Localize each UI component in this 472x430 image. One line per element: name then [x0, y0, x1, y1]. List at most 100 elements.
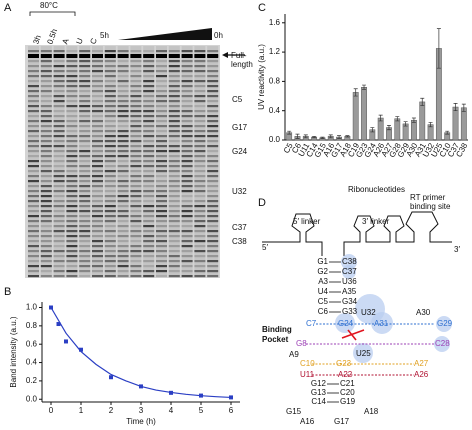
gel-band	[117, 235, 129, 238]
gel-band	[117, 255, 129, 258]
gel-band	[79, 110, 91, 113]
gel-band	[181, 165, 193, 168]
gel-band	[104, 195, 116, 198]
gel-band	[79, 250, 91, 253]
gel-band	[79, 105, 91, 108]
gel-band	[181, 200, 193, 203]
gel-band	[207, 230, 219, 233]
gel-band	[130, 190, 142, 193]
gel-band	[168, 265, 180, 268]
gel-band	[207, 265, 219, 268]
gel-band	[92, 135, 103, 138]
error-bar	[303, 134, 308, 139]
base: A22	[338, 370, 353, 379]
gel-band	[181, 85, 193, 88]
gel-band	[130, 105, 142, 108]
gel-band	[53, 145, 65, 148]
gel-band	[181, 160, 193, 163]
gel-band	[130, 200, 142, 203]
gel-band	[40, 54, 52, 58]
base: G34	[342, 297, 358, 306]
gel-band	[130, 265, 142, 268]
gel-band	[207, 135, 219, 138]
gel-band	[92, 230, 103, 233]
gel-band	[66, 210, 78, 213]
fit-line	[50, 307, 232, 399]
gel-band	[194, 240, 206, 243]
gel-band	[28, 230, 39, 233]
bracket	[29, 11, 76, 16]
gel-band	[66, 85, 78, 88]
gel-band	[79, 75, 91, 78]
base: G15	[286, 407, 302, 416]
gel-band	[28, 195, 39, 198]
gel-band	[117, 125, 129, 128]
gel-band	[53, 215, 65, 218]
gel-band	[28, 115, 39, 118]
y-tick-label: 0.8	[269, 77, 281, 86]
gel-band	[156, 85, 167, 88]
gel-band	[156, 50, 167, 53]
gel-band	[53, 170, 65, 173]
gel-band	[130, 230, 142, 233]
gel-band	[207, 220, 219, 223]
gel-band	[92, 125, 103, 128]
gel-band	[104, 210, 116, 213]
gel-band	[168, 100, 180, 103]
gel-band	[40, 145, 52, 148]
gel-band	[168, 54, 180, 58]
band-label: length	[231, 60, 253, 69]
gel-band	[66, 160, 78, 163]
gel-band	[194, 235, 206, 238]
gel-band	[40, 135, 52, 138]
base: A35	[342, 287, 357, 296]
gel-band	[92, 100, 103, 103]
gel-band	[117, 270, 129, 273]
gel-band	[156, 275, 167, 278]
gel-band	[168, 75, 180, 78]
gel-band	[207, 50, 219, 53]
gel-band	[143, 95, 155, 98]
gel-band	[207, 60, 219, 63]
gel-band	[168, 150, 180, 153]
gel-band	[156, 265, 167, 268]
base: G12	[311, 379, 327, 388]
gel-band	[181, 185, 193, 188]
gel-band	[143, 60, 155, 63]
gel-band	[53, 130, 65, 133]
gel-band	[117, 230, 129, 233]
gel-band	[168, 260, 180, 263]
gel-band	[28, 175, 39, 178]
gel-band	[117, 250, 129, 253]
gel-band	[104, 220, 116, 223]
gel-band	[156, 135, 167, 138]
gel-band	[130, 135, 142, 138]
gel-band	[168, 130, 180, 133]
gel-band	[28, 140, 39, 143]
lane-label: 3h	[31, 34, 43, 45]
gel-band	[79, 85, 91, 88]
gel-band	[194, 80, 206, 83]
gel-band	[194, 225, 206, 228]
gel-band	[79, 180, 91, 183]
gel-band	[92, 205, 103, 208]
gel-band	[156, 175, 167, 178]
gel-band	[143, 210, 155, 213]
gel-band	[92, 75, 103, 78]
panel-label: C	[258, 2, 266, 14]
gel-band	[130, 130, 142, 133]
gel-band	[194, 195, 206, 198]
gel-band	[117, 225, 129, 228]
base: C20	[340, 388, 355, 397]
gel-band	[168, 95, 180, 98]
base: C38	[342, 257, 357, 266]
gel-band	[66, 50, 78, 53]
lane-label: 0.5h	[45, 28, 59, 46]
point	[64, 339, 68, 344]
gel-band	[181, 145, 193, 148]
gel-band	[181, 90, 193, 93]
gel-band	[104, 250, 116, 253]
gel-band	[79, 210, 91, 213]
gel-band	[40, 120, 52, 123]
gel-band	[168, 255, 180, 258]
